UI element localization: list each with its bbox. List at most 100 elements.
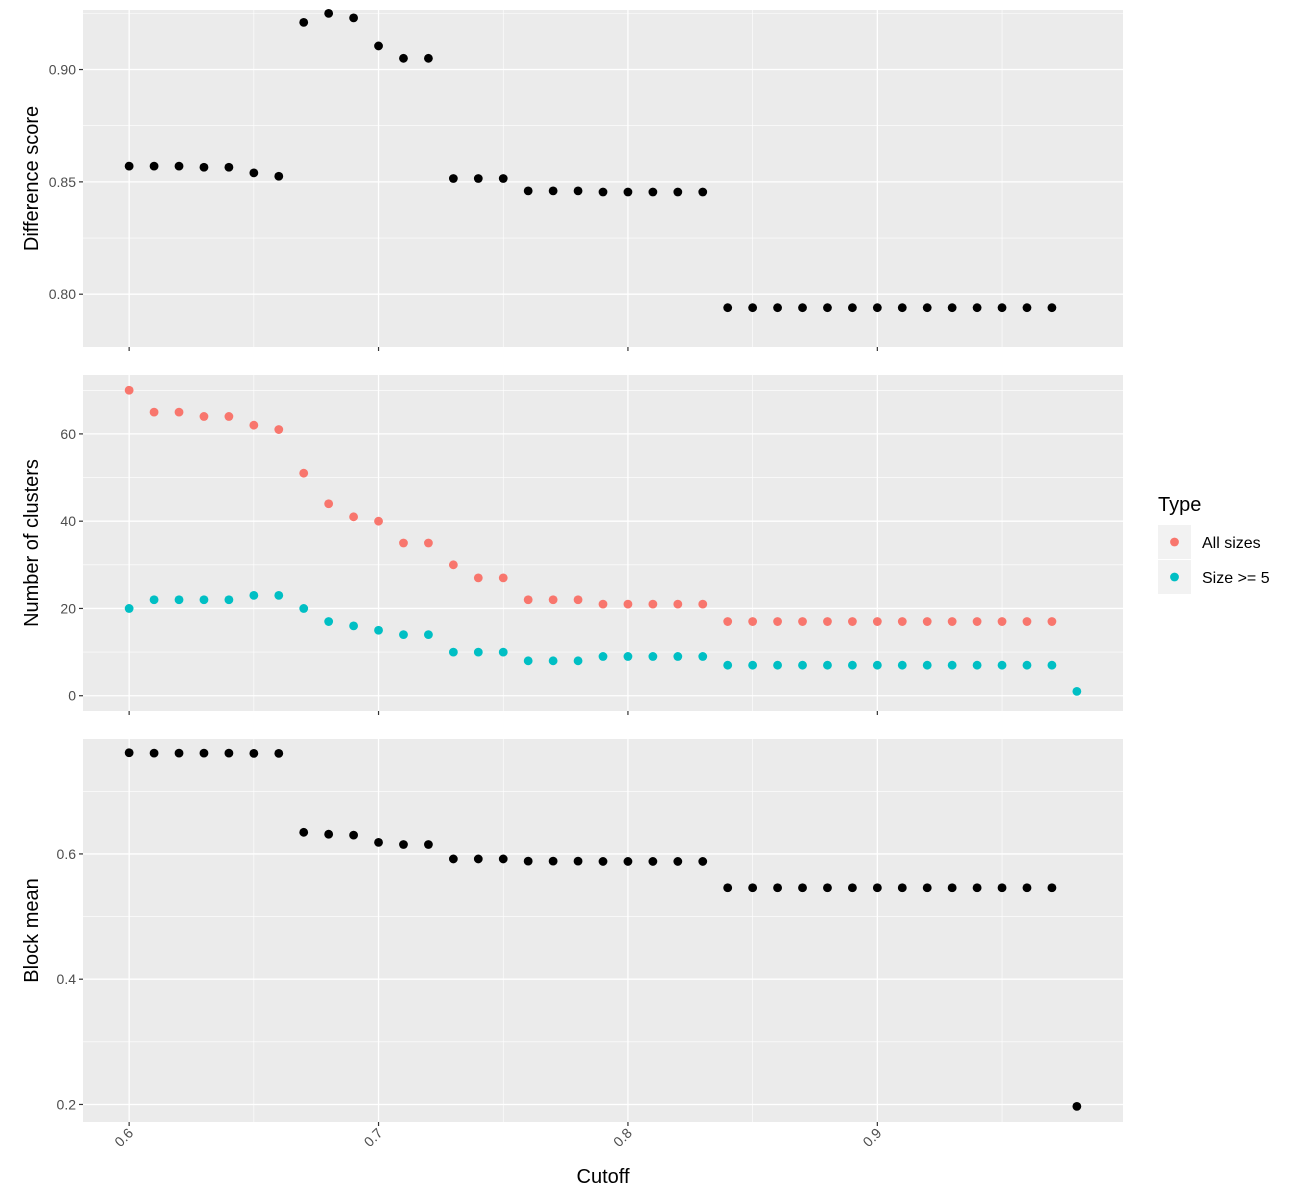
- data-point: [349, 13, 358, 23]
- data-point: [573, 656, 583, 666]
- data-point: [598, 857, 608, 866]
- data-point: [598, 599, 608, 609]
- data-point: [399, 538, 408, 548]
- data-point: [149, 748, 159, 758]
- data-point: [872, 617, 882, 626]
- data-point: [798, 303, 807, 313]
- data-point: [199, 748, 209, 758]
- data-point: [299, 17, 309, 27]
- legend-key-point: [1170, 537, 1179, 547]
- series-points: [124, 8, 1057, 313]
- data-point: [598, 652, 608, 661]
- data-point: [872, 883, 882, 893]
- data-point: [573, 595, 583, 605]
- data-point: [897, 617, 907, 626]
- x-tick-label: 0.9: [859, 1125, 884, 1150]
- legend: Type All sizes Size >= 5: [1158, 494, 1270, 594]
- data-point: [1047, 660, 1057, 670]
- data-point: [922, 883, 932, 893]
- data-point: [274, 749, 284, 758]
- data-point: [274, 171, 284, 181]
- legend-label: All sizes: [1202, 535, 1261, 552]
- data-point: [798, 617, 807, 626]
- panel-background: [83, 10, 1123, 347]
- data-point: [399, 630, 408, 640]
- data-point: [723, 660, 733, 670]
- data-point: [997, 303, 1007, 313]
- data-point: [972, 303, 982, 313]
- data-point: [748, 660, 758, 670]
- data-point: [1022, 883, 1032, 893]
- data-point: [124, 385, 134, 395]
- data-point: [299, 827, 309, 837]
- panel-1: 0.80 0.85 0.90 Difference score: [21, 8, 1123, 351]
- data-point: [473, 573, 483, 583]
- data-point: [448, 174, 458, 183]
- data-point: [523, 856, 533, 866]
- data-point: [149, 407, 159, 417]
- data-point: [349, 621, 358, 631]
- data-point: [424, 53, 433, 63]
- data-point: [324, 829, 334, 839]
- data-point: [324, 499, 334, 509]
- data-point: [573, 856, 583, 866]
- data-point: [848, 303, 857, 313]
- data-point: [199, 595, 209, 605]
- data-point: [224, 748, 234, 758]
- data-point: [947, 883, 957, 893]
- data-point: [972, 617, 982, 626]
- data-point: [947, 660, 957, 670]
- data-point: [473, 854, 483, 864]
- data-point: [174, 161, 184, 171]
- data-point: [124, 748, 134, 758]
- data-point: [424, 538, 433, 548]
- data-point: [174, 407, 184, 417]
- data-point: [648, 187, 658, 197]
- legend-label: Size >= 5: [1202, 570, 1270, 587]
- data-point: [947, 617, 957, 626]
- data-point: [349, 830, 358, 840]
- y-axis-title: Difference score: [21, 106, 43, 251]
- x-tick-label: 0.7: [361, 1125, 386, 1150]
- data-point: [523, 595, 533, 605]
- data-point: [723, 617, 733, 626]
- data-point: [872, 303, 882, 313]
- series-size-5: [124, 590, 1082, 696]
- data-point: [972, 883, 982, 893]
- data-point: [448, 647, 458, 657]
- data-point: [773, 660, 782, 670]
- data-point: [124, 161, 134, 171]
- y-axis-title: Number of clusters: [21, 459, 43, 627]
- data-point: [947, 303, 957, 313]
- y-tick-label: 0.2: [57, 1096, 77, 1112]
- data-point: [1072, 686, 1082, 696]
- data-point: [498, 854, 508, 864]
- data-point: [1047, 883, 1057, 893]
- series-all-sizes: [124, 385, 1057, 626]
- data-point: [199, 412, 209, 421]
- data-point: [224, 162, 234, 172]
- y-tick-label: 60: [60, 426, 76, 442]
- data-point: [1022, 303, 1032, 313]
- data-point: [498, 647, 508, 657]
- data-point: [698, 599, 708, 609]
- data-point: [399, 840, 408, 849]
- data-point: [374, 516, 383, 526]
- data-point: [823, 660, 832, 670]
- data-point: [224, 412, 234, 421]
- data-point: [698, 857, 708, 866]
- data-point: [823, 303, 832, 313]
- data-point: [798, 660, 807, 670]
- data-point: [623, 599, 633, 609]
- data-point: [523, 186, 533, 196]
- y-tick-label: 0.80: [49, 286, 76, 302]
- data-point: [897, 660, 907, 670]
- series-points: [124, 748, 1082, 1111]
- data-point: [673, 857, 683, 866]
- data-point: [399, 53, 408, 63]
- data-point: [773, 883, 782, 893]
- legend-key-point: [1170, 572, 1179, 582]
- data-point: [498, 573, 508, 583]
- data-point: [249, 749, 259, 758]
- data-point: [424, 840, 433, 849]
